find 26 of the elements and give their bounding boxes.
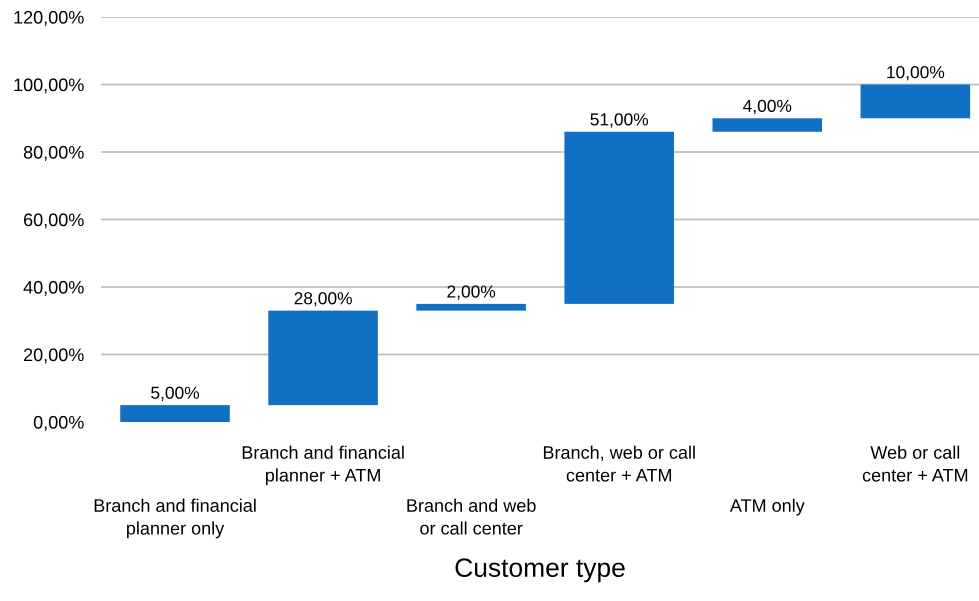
y-tick-label: 80,00% — [24, 146, 84, 161]
bar — [564, 132, 674, 304]
data-label: 4,00% — [743, 100, 792, 114]
y-tick-label: 100,00% — [14, 78, 84, 94]
x-tick-label: Branch and financial planner only — [94, 498, 256, 538]
y-tick-label: 60,00% — [24, 213, 84, 228]
data-label: 28,00% — [294, 292, 352, 306]
data-label: 10,00% — [887, 66, 944, 80]
bar — [120, 405, 230, 422]
x-tick-label: Web or call center + ATM — [862, 446, 968, 482]
data-label: 5,00% — [151, 386, 200, 401]
x-tick-label: ATM only — [730, 498, 805, 516]
y-tick-label: 120,00% — [14, 10, 84, 26]
bar — [268, 310, 378, 406]
y-tick-label: 0,00% — [34, 416, 84, 431]
y-tick-label: 20,00% — [24, 348, 84, 364]
bar — [416, 304, 526, 311]
x-tick-label: Branch and web or call center — [407, 498, 536, 535]
x-axis-title: Customer type — [456, 558, 625, 582]
bar — [712, 118, 822, 132]
y-tick-label: 40,00% — [24, 280, 84, 296]
x-tick-label: Branch, web or call center + ATM — [544, 446, 695, 482]
data-label: 51,00% — [590, 113, 648, 128]
x-tick-label: Branch and financial planner + ATM — [242, 446, 404, 486]
data-label: 2,00% — [447, 285, 496, 300]
bar — [860, 84, 970, 118]
